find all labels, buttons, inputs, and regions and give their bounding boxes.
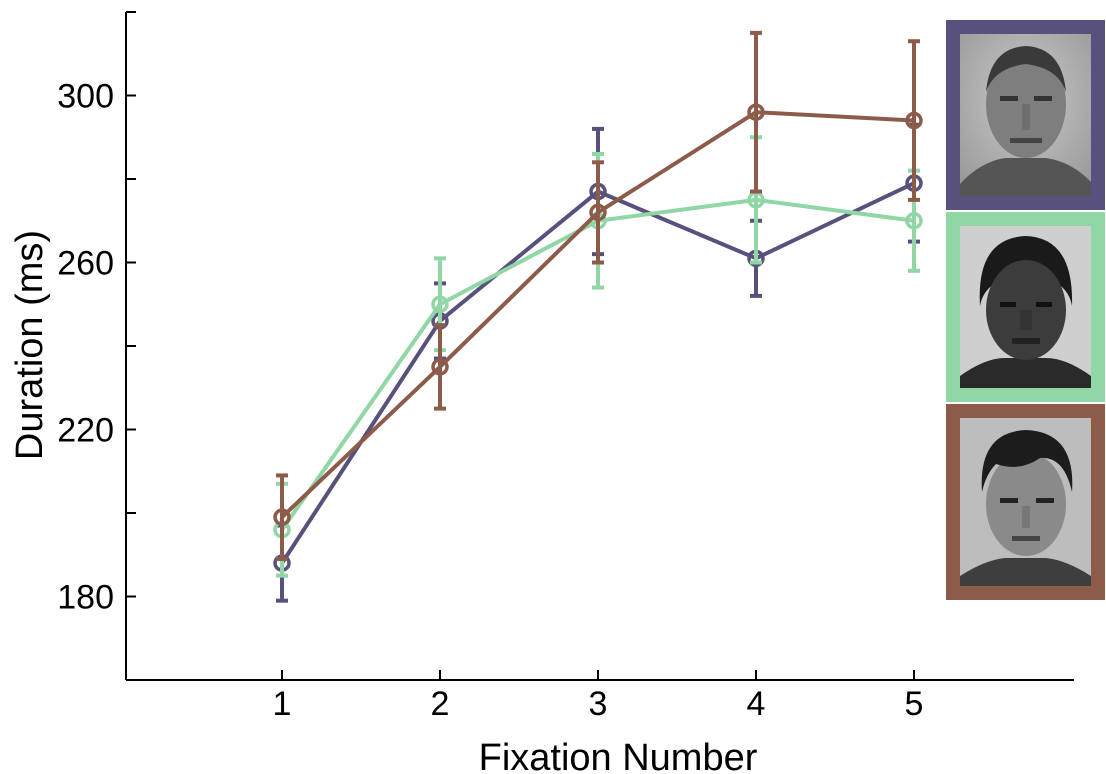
series-asian-male-face — [273, 30, 923, 561]
white-male-face-icon — [960, 34, 1091, 196]
face-frame-black-female — [946, 212, 1105, 402]
data-point — [273, 508, 291, 526]
face-frame-white-male — [946, 20, 1105, 210]
y-tick-label: 220 — [57, 412, 114, 450]
x-tick-label: 2 — [431, 685, 450, 723]
ticks — [126, 11, 915, 680]
data-point — [431, 358, 449, 376]
black-female-face-icon — [960, 226, 1091, 388]
face-frame-asian-male — [946, 404, 1105, 600]
data-point — [747, 103, 765, 121]
y-tick-label: 260 — [57, 245, 114, 283]
x-tick-label: 4 — [747, 685, 766, 723]
x-axis-title: Fixation Number — [479, 737, 758, 774]
asian-male-face-icon — [960, 418, 1091, 586]
x-tick-label: 1 — [273, 685, 292, 723]
data-point — [589, 203, 607, 222]
series-layer — [273, 30, 923, 603]
tick-labels: 1 2 3 4 5 180 220 260 300 — [57, 78, 923, 724]
data-point — [905, 111, 923, 130]
x-tick-label: 5 — [905, 685, 924, 723]
data-point — [431, 295, 449, 313]
y-axis-title: Duration (ms) — [9, 230, 51, 460]
y-tick-label: 300 — [57, 78, 114, 116]
data-point — [905, 212, 923, 230]
y-tick-label: 180 — [57, 579, 114, 617]
x-tick-label: 3 — [589, 685, 608, 723]
